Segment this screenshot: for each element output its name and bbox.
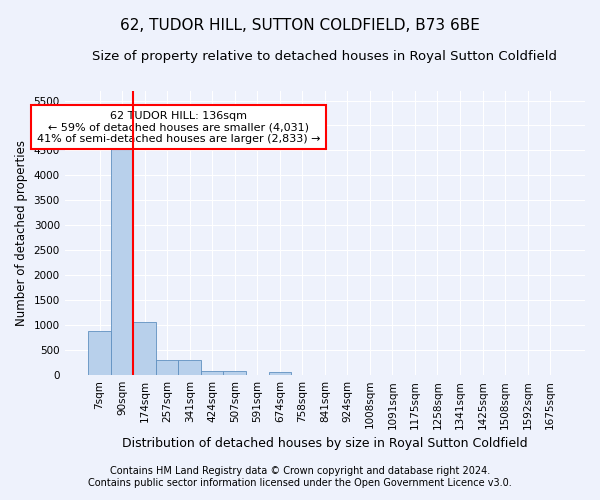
Text: 62 TUDOR HILL: 136sqm
← 59% of detached houses are smaller (4,031)
41% of semi-d: 62 TUDOR HILL: 136sqm ← 59% of detached … — [37, 110, 320, 144]
Bar — [223, 370, 246, 375]
Bar — [133, 322, 156, 375]
Title: Size of property relative to detached houses in Royal Sutton Coldfield: Size of property relative to detached ho… — [92, 50, 557, 63]
Y-axis label: Number of detached properties: Number of detached properties — [15, 140, 28, 326]
Bar — [201, 370, 223, 375]
Bar — [156, 360, 178, 375]
Text: 62, TUDOR HILL, SUTTON COLDFIELD, B73 6BE: 62, TUDOR HILL, SUTTON COLDFIELD, B73 6B… — [120, 18, 480, 32]
Bar — [269, 372, 291, 375]
Text: Contains HM Land Registry data © Crown copyright and database right 2024.
Contai: Contains HM Land Registry data © Crown c… — [88, 466, 512, 487]
X-axis label: Distribution of detached houses by size in Royal Sutton Coldfield: Distribution of detached houses by size … — [122, 437, 527, 450]
Bar — [88, 331, 111, 375]
Bar — [111, 148, 133, 375]
Bar — [178, 360, 201, 375]
